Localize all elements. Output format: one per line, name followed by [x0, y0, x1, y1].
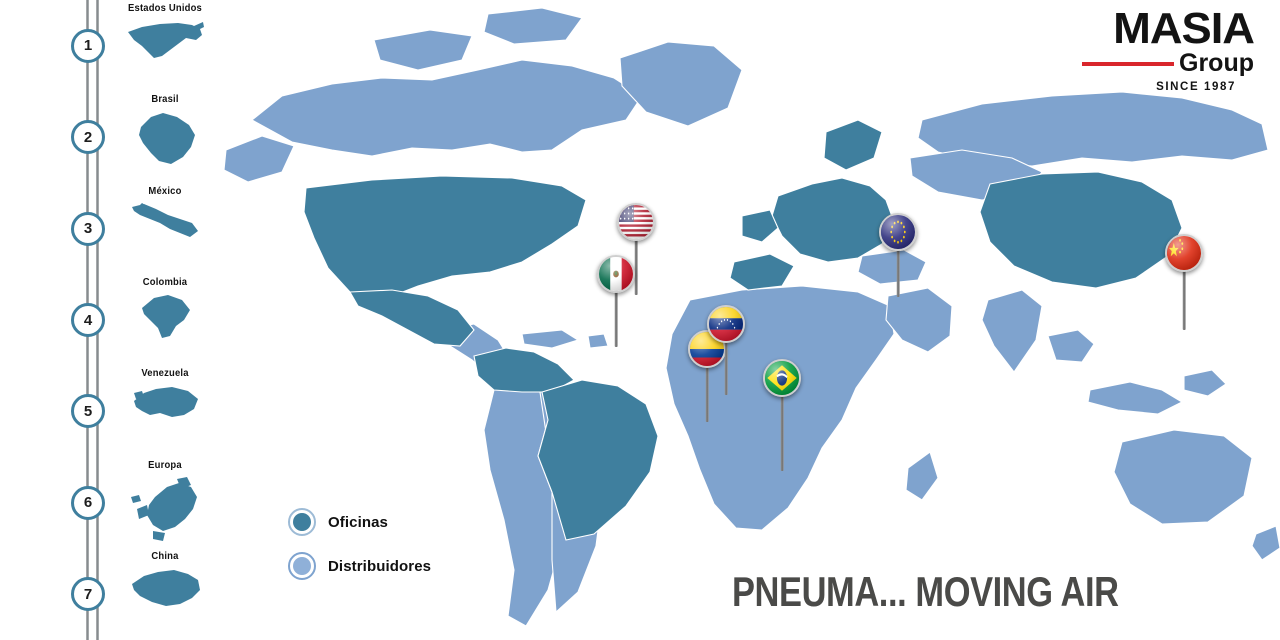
timeline-number-badge[interactable]: 7	[71, 577, 105, 612]
map-pin-flag-eu-icon[interactable]	[879, 213, 917, 251]
legend-dot-distributor-icon	[288, 552, 316, 580]
timeline-country-shape-venezuela-icon	[110, 383, 220, 427]
legend-dot-office-icon	[288, 508, 316, 536]
timeline-label: China	[151, 550, 179, 563]
map-pin-flag-cn-icon[interactable]	[1165, 234, 1203, 272]
timeline-number-badge[interactable]: 2	[71, 120, 105, 155]
map-pin-cn[interactable]	[1165, 234, 1203, 334]
brand-red-rule	[1082, 61, 1174, 66]
map-pin-stick	[614, 289, 618, 347]
brand-logo: MASIA Group SINCE 1987	[1054, 6, 1255, 94]
legend-label-oficinas: Oficinas	[328, 513, 388, 531]
timeline-number-badge[interactable]: 5	[71, 394, 105, 429]
legend-item-distribuidores: Distribuidores	[288, 552, 431, 580]
timeline-number: 4	[83, 311, 93, 329]
map-pin-stick	[780, 393, 784, 471]
map-pin-ve[interactable]	[707, 305, 745, 399]
brand-subline: Group	[1054, 51, 1254, 76]
timeline-country-shape-colombia-icon	[110, 292, 220, 340]
map-pin-stick	[705, 364, 709, 422]
legend-item-oficinas: Oficinas	[288, 508, 431, 536]
map-pin-br[interactable]	[763, 359, 801, 475]
timeline-number: 7	[83, 585, 93, 603]
timeline-number: 2	[83, 128, 93, 146]
timeline-number-badge[interactable]: 3	[71, 211, 105, 246]
brand-name: MASIA	[1113, 4, 1255, 53]
map-pin-stick	[724, 339, 728, 395]
timeline-number-badge[interactable]: 4	[71, 303, 105, 337]
map-pin-flag-ve-icon[interactable]	[707, 305, 745, 343]
timeline-label: Estados Unidos	[128, 1, 202, 14]
brand-since: SINCE 1987	[1156, 81, 1236, 94]
map-pin-mx[interactable]	[597, 255, 635, 351]
map-pin-stick	[634, 237, 638, 295]
tagline: PNEUMA... MOVING AIR	[732, 568, 1119, 615]
timeline-country-shape-mexico-icon	[110, 201, 220, 243]
timeline-number: 3	[83, 220, 93, 238]
timeline-number: 5	[83, 402, 93, 420]
map-landmasses-dark	[303, 119, 1183, 541]
map-pin-flag-us-icon[interactable]	[617, 203, 655, 241]
timeline-country-shape-china-icon	[110, 566, 220, 610]
map-pin-eu[interactable]	[879, 213, 917, 301]
timeline-country-shape-brazil-icon	[110, 109, 220, 167]
timeline-number: 6	[83, 494, 93, 512]
map-pin-flag-br-icon[interactable]	[763, 359, 801, 397]
brand-sub: Group	[1179, 49, 1254, 78]
map-pin-flag-mx-icon[interactable]	[597, 255, 635, 293]
timeline-label: Brasil	[151, 93, 179, 106]
timeline-number-badge[interactable]: 1	[71, 28, 105, 63]
timeline-country-shape-europe-icon	[110, 475, 220, 543]
timeline-label: Europa	[148, 458, 182, 471]
map-legend: Oficinas Distribuidores	[288, 508, 431, 596]
timeline-label: Venezuela	[141, 367, 189, 380]
timeline-number-badge[interactable]: 6	[71, 485, 105, 520]
timeline-label: México	[148, 184, 182, 197]
map-pin-stick	[896, 247, 900, 297]
timeline-number: 1	[83, 37, 93, 55]
timeline-label: Colombia	[142, 276, 188, 288]
timeline-country-shape-usa-icon	[110, 18, 220, 64]
map-pin-stick	[1182, 268, 1186, 330]
legend-label-distribuidores: Distribuidores	[328, 557, 432, 575]
country-timeline: 1 Estados Unidos 2 Brasil 3 México	[0, 0, 220, 640]
